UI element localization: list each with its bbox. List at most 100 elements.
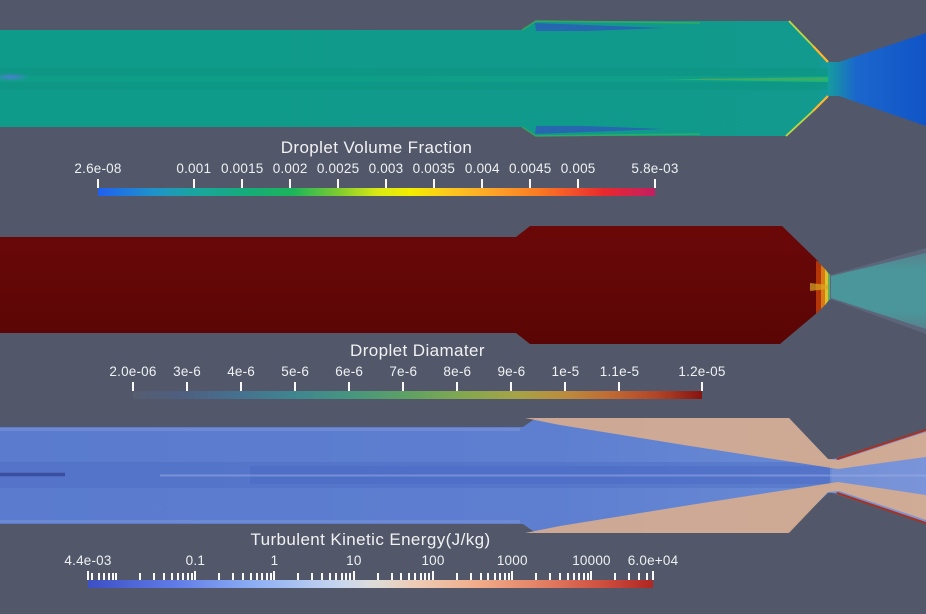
tick-label: 4.4e-03: [64, 553, 112, 568]
tick-mark: [582, 573, 585, 580]
tick-mark: [190, 573, 193, 580]
tick-mark: [654, 179, 656, 188]
tick-mark: [701, 382, 703, 391]
tick-mark: [186, 573, 189, 580]
tick-mark: [376, 573, 379, 580]
tick-mark: [548, 573, 551, 580]
tick-mark: [577, 179, 580, 188]
tick-label: 0.0025: [316, 161, 360, 176]
tick-label: 0.0045: [508, 161, 552, 176]
tick-label: 1.2e-05: [678, 364, 726, 379]
tick-mark: [564, 382, 567, 391]
tick-mark: [192, 179, 195, 188]
legend-tick-marks: [132, 382, 703, 391]
tick-mark: [638, 573, 641, 580]
tick-mark: [390, 573, 393, 580]
legend-title: Turbulent Kinetic Energy(J/kg): [250, 530, 491, 549]
tick-label: 7e-6: [389, 364, 418, 379]
tick-mark: [590, 571, 593, 580]
tick-mark: [97, 179, 99, 188]
tick-label: 5.8e-03: [631, 161, 679, 176]
tick-mark: [186, 382, 189, 391]
tick-mark: [469, 573, 472, 580]
tick-mark: [614, 573, 617, 580]
tick-mark: [628, 573, 631, 580]
tick-mark: [586, 573, 589, 580]
tick-label: 0.001: [176, 161, 212, 176]
tick-mark: [328, 573, 331, 580]
tick-mark: [170, 573, 173, 580]
colorbar: [88, 580, 653, 588]
tick-mark: [493, 573, 496, 580]
tick-label: 1e-5: [551, 364, 580, 379]
tick-label: 100: [421, 553, 445, 568]
tick-mark: [400, 573, 403, 580]
legend-tick-marks: [87, 571, 654, 580]
legend-title: Droplet Diamater: [350, 341, 485, 360]
tick-label: 6.0e+04: [627, 553, 679, 568]
tick-mark: [153, 573, 156, 580]
tick-label: 0.005: [560, 161, 596, 176]
tick-label: 1000: [496, 553, 528, 568]
tick-mark: [402, 382, 405, 391]
tick-mark: [249, 573, 252, 580]
tick-mark: [321, 573, 324, 580]
legend-turbulent-kinetic-energy[interactable]: Turbulent Kinetic Energy(J/kg) 4.4e-03 0.…: [64, 530, 678, 590]
tick-mark: [432, 571, 435, 580]
tick-label: 0.0015: [221, 161, 264, 176]
tick-label: 1: [270, 553, 279, 568]
tick-mark: [107, 573, 110, 580]
tick-mark: [507, 573, 510, 580]
legend-droplet-volume-fraction[interactable]: Droplet Volume Fraction 2.6e-08 0.001 0.00…: [74, 138, 678, 198]
tick-mark: [348, 382, 351, 391]
tick-mark: [311, 573, 314, 580]
tick-mark: [578, 573, 581, 580]
tick-mark: [414, 573, 417, 580]
tick-mark: [102, 573, 105, 580]
tick-mark: [273, 571, 276, 580]
tick-mark: [139, 573, 142, 580]
tick-mark: [498, 573, 501, 580]
tick-mark: [242, 573, 245, 580]
tick-mark: [645, 573, 648, 580]
tick-mark: [510, 382, 513, 391]
tick-mark: [511, 571, 514, 580]
tick-mark: [529, 179, 532, 188]
tick-mark: [241, 179, 244, 188]
tick-mark: [408, 573, 411, 580]
tick-mark: [487, 573, 490, 580]
tick-mark: [265, 573, 268, 580]
tick-mark: [535, 573, 538, 580]
tick-mark: [335, 573, 338, 580]
tick-mark: [97, 573, 100, 580]
tick-mark: [455, 573, 458, 580]
tick-mark: [294, 382, 297, 391]
tick-mark: [218, 573, 221, 580]
tick-mark: [481, 179, 484, 188]
tick-mark: [424, 573, 427, 580]
tick-mark: [269, 573, 272, 580]
tick-label: 0.003: [368, 161, 404, 176]
legend-droplet-diameter[interactable]: Droplet Diamater 2.0e-06 3e-6 4e-6 5e-6 6e-6…: [109, 341, 725, 401]
tick-mark: [428, 573, 431, 580]
tick-label: 6e-6: [335, 364, 364, 379]
legend-title: Droplet Volume Fraction: [280, 138, 473, 157]
tick-label: 10000: [572, 553, 611, 568]
tick-mark: [384, 179, 387, 188]
tick-mark: [91, 573, 94, 580]
tick-mark: [261, 573, 264, 580]
tick-label: 0.002: [272, 161, 308, 176]
flow-field-droplet-volume-fraction: [0, 20, 926, 137]
tick-mark: [162, 573, 165, 580]
tick-mark: [349, 573, 352, 580]
tick-mark: [572, 573, 575, 580]
tick-label: 1.1e-5: [599, 364, 640, 379]
tick-mark: [232, 573, 235, 580]
tick-mark: [419, 573, 422, 580]
tick-label: 9e-6: [497, 364, 526, 379]
tick-mark: [503, 573, 506, 580]
tick-mark: [479, 573, 482, 580]
tick-mark: [432, 179, 435, 188]
